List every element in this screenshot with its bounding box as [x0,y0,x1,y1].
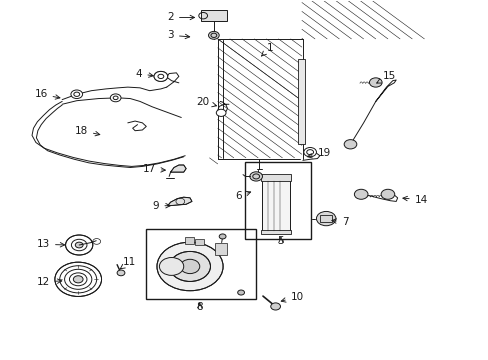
Circle shape [159,257,183,275]
Bar [146,229,255,298]
Circle shape [354,189,367,199]
Circle shape [316,211,335,226]
Circle shape [369,78,381,87]
Bar [195,239,203,245]
Text: 14: 14 [402,195,427,204]
Bar [185,237,194,244]
Text: 19: 19 [307,148,330,158]
Text: 13: 13 [37,239,64,249]
Text: 2: 2 [167,13,194,22]
Text: 16: 16 [34,89,60,99]
Polygon shape [167,197,192,206]
Text: 17: 17 [142,164,165,174]
Circle shape [55,262,102,296]
Bar [320,215,331,222]
Text: 10: 10 [281,292,303,302]
Text: 9: 9 [152,201,170,211]
Text: 1: 1 [261,43,272,56]
Polygon shape [170,165,186,172]
Circle shape [65,235,93,255]
Text: 20: 20 [196,97,216,107]
Circle shape [208,31,219,39]
Bar [297,59,305,144]
Circle shape [110,94,121,102]
Circle shape [270,303,280,310]
Circle shape [219,234,225,239]
Text: 12: 12 [37,277,61,287]
Circle shape [73,276,83,283]
Circle shape [303,148,316,157]
Text: 6: 6 [235,191,250,201]
Circle shape [180,259,200,274]
Bar [260,174,290,181]
Circle shape [75,242,83,248]
Text: 18: 18 [75,126,100,136]
Circle shape [249,172,262,181]
Text: 8: 8 [196,302,203,312]
Circle shape [71,90,82,99]
Bar [245,162,310,239]
Bar [215,243,227,255]
Bar [261,180,289,232]
Circle shape [157,242,223,291]
Text: 3: 3 [167,30,189,40]
Circle shape [117,270,124,276]
Circle shape [154,71,167,81]
Bar [201,10,227,21]
Circle shape [344,140,356,149]
Circle shape [237,290,244,295]
Text: 15: 15 [376,71,395,83]
Text: 5: 5 [277,236,284,246]
Text: 11: 11 [120,257,136,269]
Circle shape [216,109,225,116]
Text: 7: 7 [331,217,347,227]
Circle shape [154,71,167,81]
Circle shape [380,189,394,199]
Circle shape [169,251,210,282]
Text: 4: 4 [136,68,153,78]
Bar [260,230,290,234]
